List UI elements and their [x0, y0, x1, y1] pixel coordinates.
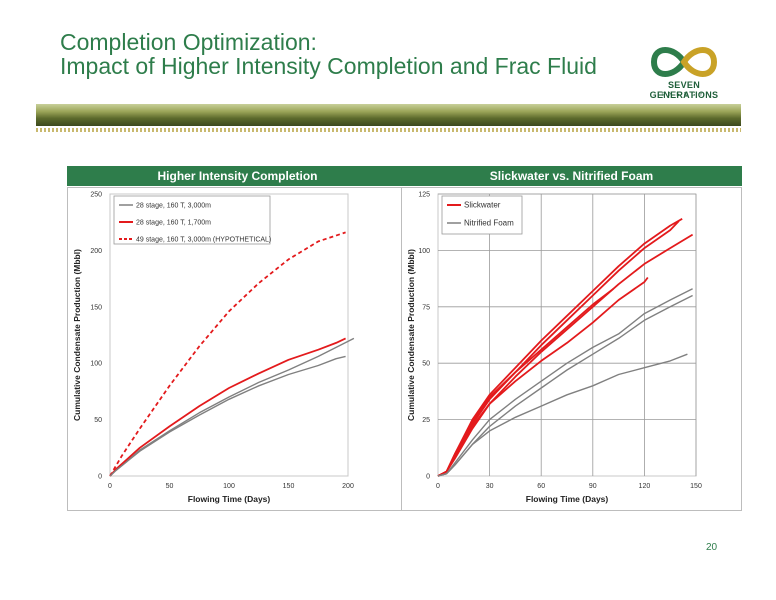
legend-box — [441, 195, 523, 235]
panel-heading-left: Higher Intensity Completion — [67, 166, 408, 186]
legend-label: 49 stage, 160 T, 3,000m (HYPOTHETICAL) — [136, 237, 271, 244]
legend-box — [113, 195, 271, 245]
y-tick-label: 0 — [426, 474, 430, 481]
x-tick-label: 150 — [690, 483, 702, 490]
y-tick-label: 50 — [422, 361, 430, 368]
series-line — [437, 288, 693, 477]
x-tick-label: 0 — [436, 483, 440, 490]
y-tick-label: 250 — [90, 192, 102, 199]
series-line — [109, 337, 346, 477]
logo-text: SEVEN GENERATIONS — [649, 80, 719, 100]
plot-area — [437, 193, 697, 477]
x-axis-label: Flowing Time (Days) — [188, 494, 271, 504]
x-tick-label: 50 — [166, 483, 174, 490]
x-tick-label: 90 — [589, 483, 597, 490]
y-tick-label: 100 — [90, 361, 102, 368]
logo-subtext: ENERGY — [661, 92, 707, 98]
x-tick-label: 200 — [342, 483, 354, 490]
y-tick-label: 125 — [418, 192, 430, 199]
legend-label: 28 stage, 160 T, 1,700m — [136, 220, 211, 227]
chart-left: 0 50 100 150 200 0 50 100 150 200 250 Flowing Time … — [72, 192, 355, 504]
series-line — [109, 231, 346, 477]
x-tick-label: 60 — [537, 483, 545, 490]
page-title: Completion Optimization: Impact of Highe… — [60, 30, 597, 78]
y-axis-label: Cumulative Condensate Production (Mbbl) — [406, 249, 416, 421]
y-tick-label: 75 — [422, 304, 430, 311]
chart-right: 0 30 60 90 120 150 0 25 50 75 100 125 Flowing Time (… — [406, 192, 702, 505]
title-line-2: Impact of Higher Intensity Completion an… — [60, 53, 597, 79]
legend-label: Slickwater — [464, 201, 501, 210]
y-tick-label: 0 — [98, 474, 102, 481]
x-tick-label: 0 — [108, 483, 112, 490]
x-tick-label: 100 — [223, 483, 235, 490]
banner-divider — [36, 128, 741, 132]
chart-panel-left: 0 50 100 150 200 0 50 100 150 200 250 Flowing Time … — [67, 187, 408, 511]
legend-label: 28 stage, 160 T, 3,000m — [136, 203, 211, 210]
y-axis-label: Cumulative Condensate Production (Mbbl) — [72, 249, 82, 421]
title-line-1: Completion Optimization: — [60, 29, 317, 55]
series-line — [437, 233, 694, 477]
infinity-logo-icon — [650, 47, 718, 77]
panel-heading-right: Slickwater vs. Nitrified Foam — [401, 166, 742, 186]
legend-label: Nitrified Foam — [464, 219, 514, 228]
series-line — [109, 355, 346, 477]
chart-panel-right: 0 30 60 90 120 150 0 25 50 75 100 125 Flowing Time (… — [401, 187, 742, 511]
plot-area — [109, 193, 349, 477]
x-tick-label: 150 — [283, 483, 295, 490]
y-tick-label: 25 — [422, 417, 430, 424]
y-tick-label: 150 — [90, 304, 102, 311]
series-line — [109, 337, 355, 477]
y-tick-label: 200 — [90, 248, 102, 255]
series-line — [437, 288, 614, 477]
series-line — [437, 353, 688, 477]
page-number: 20 — [706, 542, 718, 553]
x-axis-label: Flowing Time (Days) — [526, 494, 609, 504]
y-tick-label: 50 — [94, 417, 102, 424]
x-tick-label: 30 — [486, 483, 494, 490]
x-tick-label: 120 — [639, 483, 651, 490]
series-line — [437, 276, 649, 477]
y-tick-label: 100 — [418, 248, 430, 255]
landscape-banner — [36, 104, 741, 126]
company-logo: SEVEN GENERATIONS ENERGY — [636, 44, 732, 106]
